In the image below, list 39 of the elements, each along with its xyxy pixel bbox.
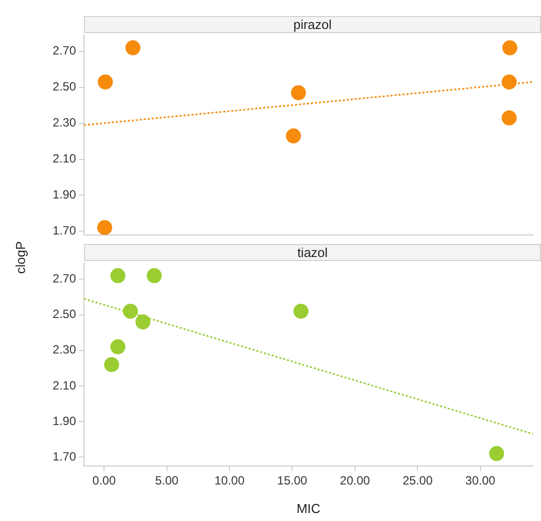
point — [489, 446, 504, 462]
point — [98, 74, 113, 90]
x-tick-label: 25.00 — [402, 474, 433, 488]
x-tick-label: 5.00 — [155, 474, 179, 488]
x-tick-label: 15.00 — [277, 474, 308, 488]
y-tick-label: 1.70 — [52, 224, 76, 238]
point — [125, 40, 140, 56]
y-tick-label: 2.30 — [52, 116, 76, 130]
x-tick-label: 0.00 — [92, 474, 116, 488]
point — [97, 220, 112, 235]
y-tick-label: 2.70 — [52, 44, 76, 58]
point — [110, 339, 126, 354]
point — [502, 74, 517, 90]
y-axis-title: clogP — [12, 241, 28, 274]
y-tick-label: 1.90 — [52, 188, 76, 202]
y-tick-label: 2.70 — [52, 272, 76, 286]
y-tick-label: 1.90 — [52, 414, 76, 428]
point — [122, 304, 138, 319]
point — [502, 110, 517, 126]
y-tick-label: 2.30 — [52, 342, 76, 357]
point — [110, 268, 126, 284]
x-tick-label: 30.00 — [465, 474, 496, 488]
x-tick-label: 20.00 — [340, 474, 370, 488]
y-tick-label: 2.10 — [52, 152, 76, 166]
y-tick-label: 2.10 — [52, 378, 76, 392]
point — [146, 268, 162, 284]
y-tick-label: 1.70 — [52, 449, 76, 464]
point — [502, 40, 518, 56]
point — [286, 128, 301, 144]
point — [135, 314, 150, 330]
x-axis-title: MIC — [296, 500, 320, 516]
y-tick-label: 2.50 — [52, 80, 76, 94]
point — [293, 304, 308, 319]
point — [290, 85, 306, 100]
chart-title: pirazol — [84, 16, 541, 33]
x-tick-label: 10.00 — [214, 474, 245, 488]
y-tick-label: 2.50 — [52, 307, 76, 322]
chart-title: tiazol — [84, 244, 541, 261]
point — [104, 357, 120, 372]
